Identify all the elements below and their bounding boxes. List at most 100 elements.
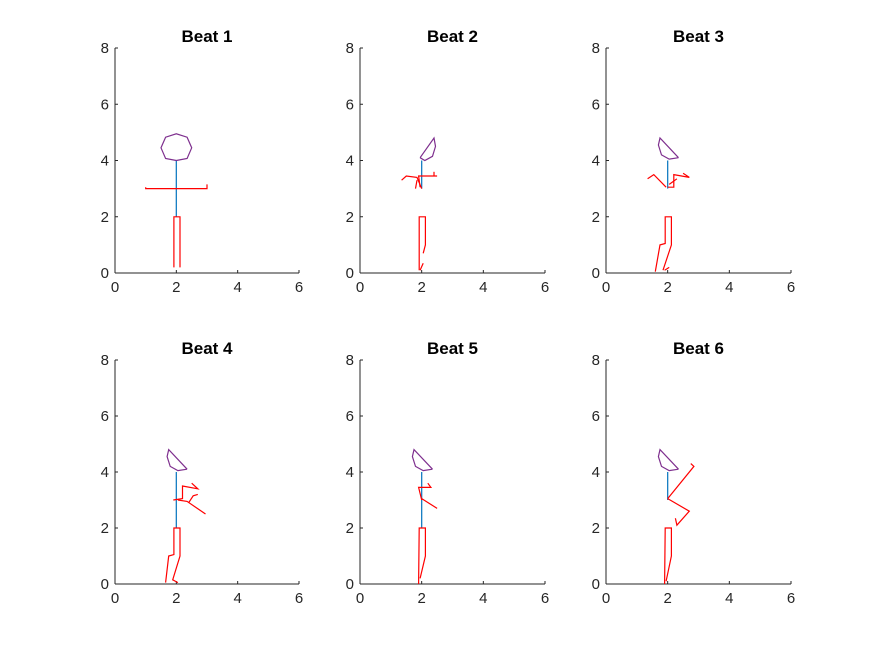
limb-line-1 <box>145 184 208 190</box>
chart-title: Beat 2 <box>427 27 478 46</box>
x-tick-label: 4 <box>233 279 241 296</box>
plot-marks <box>401 136 438 271</box>
x-tick-label: 6 <box>787 279 795 296</box>
y-tick-label: 0 <box>346 576 354 593</box>
y-tick-label: 4 <box>101 153 109 170</box>
x-tick-label: 6 <box>787 590 795 607</box>
y-tick-label: 8 <box>592 40 600 57</box>
y-tick-label: 0 <box>592 576 600 593</box>
x-tick-label: 6 <box>541 279 549 296</box>
y-tick-label: 0 <box>592 265 600 282</box>
y-tick-label: 8 <box>101 352 109 369</box>
x-tick-label: 6 <box>541 590 549 607</box>
chart-title: Beat 6 <box>673 339 724 358</box>
x-tick-label: 2 <box>172 590 180 607</box>
limb-line-3 <box>664 527 673 584</box>
limb-line-4 <box>414 180 418 189</box>
y-tick-label: 4 <box>346 153 354 170</box>
y-tick-label: 4 <box>592 464 600 481</box>
plot-marks <box>647 136 690 272</box>
subplot-6: Beat 6 0 2 4 6 0 2 4 6 8 <box>592 339 796 607</box>
head-line <box>411 448 433 472</box>
x-tick-label: 0 <box>111 279 119 296</box>
chart-title: Beat 5 <box>427 339 478 358</box>
x-tick-label: 0 <box>356 279 364 296</box>
subplot-3: Beat 3 0 2 4 6 0 2 4 6 8 <box>592 27 796 296</box>
chart-title: Beat 1 <box>181 27 232 46</box>
limb-line-4 <box>165 527 181 584</box>
limb-line-1 <box>173 482 200 501</box>
head-line <box>657 448 679 472</box>
head-line <box>419 136 437 162</box>
subplot-5: Beat 5 0 2 4 6 0 2 4 6 8 <box>346 339 550 607</box>
x-tick-label: 2 <box>417 590 425 607</box>
y-tick-label: 4 <box>346 464 354 481</box>
x-tick-label: 2 <box>417 279 425 296</box>
limb-line-5 <box>418 216 426 271</box>
limb-line-6 <box>419 262 424 271</box>
y-tick-label: 2 <box>592 520 600 537</box>
y-tick-label: 8 <box>346 352 354 369</box>
limb-line-5 <box>664 266 670 271</box>
plot-marks <box>657 448 695 584</box>
y-tick-label: 8 <box>101 40 109 57</box>
y-tick-label: 8 <box>592 352 600 369</box>
limb-line-3 <box>188 493 198 504</box>
limb-line-2 <box>667 172 690 188</box>
x-tick-label: 6 <box>295 279 303 296</box>
limb-line-4 <box>654 216 673 272</box>
x-tick-label: 0 <box>111 590 119 607</box>
limb-line-1 <box>417 482 433 501</box>
y-tick-label: 6 <box>346 96 354 113</box>
y-tick-label: 2 <box>101 209 109 226</box>
x-tick-label: 2 <box>172 279 180 296</box>
y-tick-label: 0 <box>101 265 109 282</box>
x-tick-label: 0 <box>602 590 610 607</box>
x-tick-label: 4 <box>479 590 487 607</box>
y-tick-label: 6 <box>346 408 354 425</box>
x-tick-label: 4 <box>725 590 733 607</box>
limb-line-1 <box>647 173 667 188</box>
head-line <box>657 136 679 160</box>
chart-title: Beat 4 <box>181 339 233 358</box>
limb-line-1 <box>667 463 695 499</box>
limb-line-3 <box>418 527 426 584</box>
head-line <box>166 448 188 472</box>
y-tick-label: 2 <box>592 209 600 226</box>
y-tick-label: 6 <box>101 408 109 425</box>
y-tick-label: 2 <box>346 209 354 226</box>
x-tick-label: 2 <box>663 590 671 607</box>
x-tick-label: 2 <box>663 279 671 296</box>
x-tick-label: 4 <box>725 279 733 296</box>
x-tick-label: 0 <box>356 590 364 607</box>
chart-title: Beat 3 <box>673 27 724 46</box>
y-tick-label: 4 <box>101 464 109 481</box>
subplot-1: Beat 1 0 2 4 6 0 2 4 6 8 <box>101 27 304 296</box>
x-tick-label: 0 <box>602 279 610 296</box>
y-tick-label: 0 <box>346 265 354 282</box>
limb-line-2 <box>667 498 691 527</box>
limb-line-2 <box>177 499 206 515</box>
head-line <box>160 133 193 162</box>
subplot-2: Beat 2 0 2 4 6 0 2 4 6 8 <box>346 27 550 296</box>
y-tick-label: 2 <box>346 520 354 537</box>
limb-line-3 <box>173 216 181 268</box>
plot-marks <box>411 448 438 584</box>
y-tick-label: 4 <box>592 153 600 170</box>
limb-line-2 <box>421 498 438 509</box>
y-tick-label: 6 <box>592 96 600 113</box>
plot-marks <box>145 133 208 268</box>
x-tick-label: 6 <box>295 590 303 607</box>
y-tick-label: 0 <box>101 576 109 593</box>
subplot-4: Beat 4 0 2 4 6 0 2 4 6 8 <box>101 339 304 607</box>
limb-line-3 <box>668 178 678 185</box>
y-tick-label: 8 <box>346 40 354 57</box>
x-tick-label: 4 <box>233 590 241 607</box>
y-tick-label: 2 <box>101 520 109 537</box>
y-tick-label: 6 <box>101 96 109 113</box>
y-tick-label: 6 <box>592 408 600 425</box>
plot-marks <box>165 448 206 584</box>
x-tick-label: 4 <box>479 279 487 296</box>
limb-line-2 <box>417 175 438 188</box>
